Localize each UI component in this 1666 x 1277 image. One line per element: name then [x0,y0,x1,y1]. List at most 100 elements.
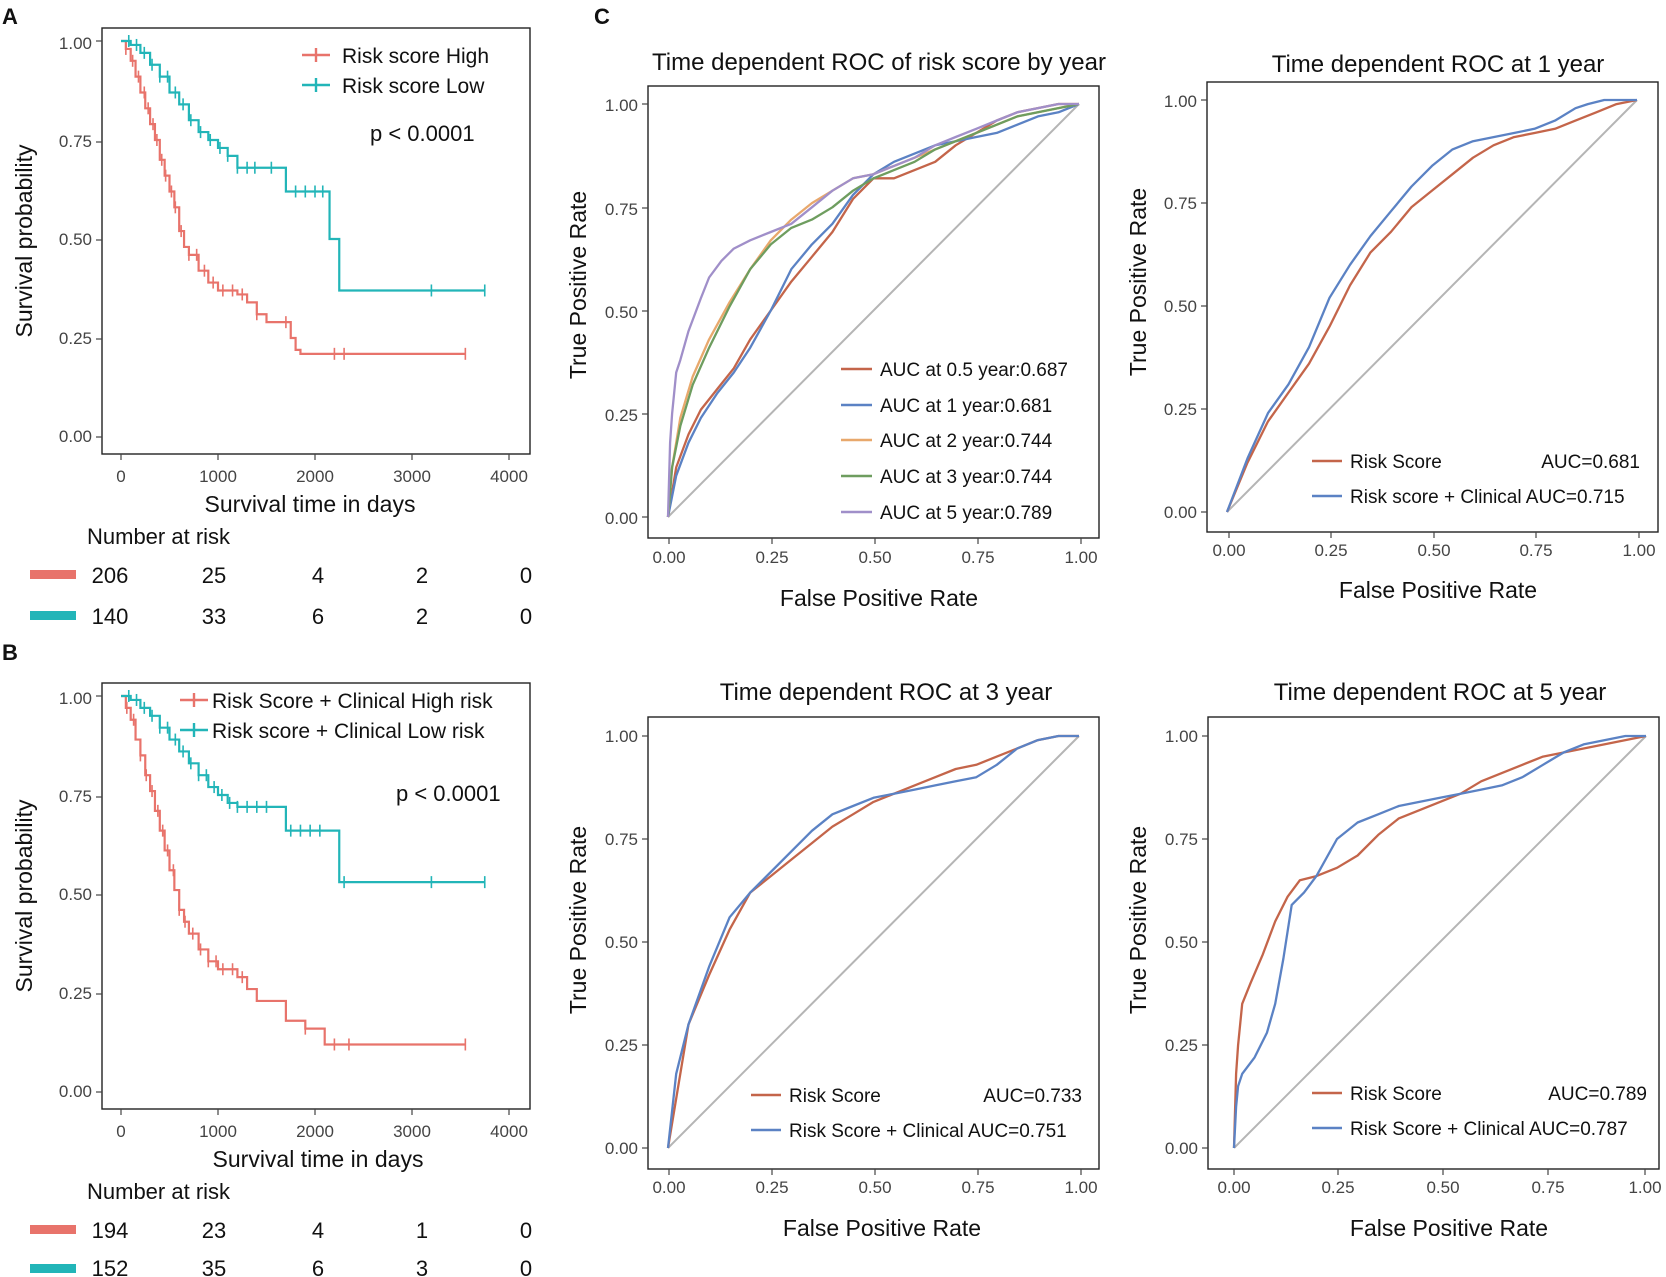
roc-3-xtick: 0.75 [1531,1178,1564,1197]
roc-3-ytick: 0.75 [1165,830,1198,849]
roc-0-ytick: 0.00 [605,509,638,528]
roc-1-legend: Risk Score AUC=0.681 Risk score + Clinic… [1312,452,1640,508]
risk-count: 2 [416,604,428,629]
km-b-xtick: 0 [116,1122,125,1141]
roc-0-legend: AUC at 0.5 year:0.687 AUC at 1 year:0.68… [841,360,1068,524]
km-a-xtick: 3000 [393,467,431,486]
risk-count: 194 [92,1218,129,1243]
risk-count: 0 [520,1256,532,1277]
p-value: p < 0.0001 [396,781,501,806]
roc-0-ytick: 0.25 [605,406,638,425]
roc-1-ytick: 0.25 [1164,400,1197,419]
risk-count: 25 [202,563,226,588]
km-b-ytick: 0.00 [59,1082,92,1101]
risk-count: 35 [202,1256,226,1277]
km-curve-low [121,694,485,884]
roc-1-chance-line [1226,99,1638,513]
roc-1-ytick: 0.50 [1164,297,1197,316]
risk-count: 3 [416,1256,428,1277]
legend-label: Risk Score [789,1086,881,1107]
km-a-ylabel: Survival probability [11,144,37,338]
km-a-xtick: 4000 [490,467,528,486]
p-value: p < 0.0001 [370,121,475,146]
roc-curve-rsc [1232,734,1646,1149]
roc-1-xtick: 1.00 [1622,541,1655,560]
roc-3-ytick: 1.00 [1165,727,1198,746]
risk-count: 2 [416,563,428,588]
km-b-ytick: 0.50 [59,885,92,904]
roc-2-frame [647,716,1100,1170]
roc-0-ytick: 0.50 [605,303,638,322]
roc-3-ylabel: True Positive Rate [1125,826,1151,1014]
legend-label: AUC at 1 year:0.681 [880,396,1052,417]
km-b-xtick: 2000 [296,1122,334,1141]
km-a-legend: Risk score High Risk score Low [302,45,489,98]
legend-label: AUC at 5 year:0.789 [880,503,1052,524]
roc-1-frame [1206,81,1659,533]
risk-count: 0 [520,1218,532,1243]
roc-0-ytick: 0.75 [605,200,638,219]
roc-1-xlabel: False Positive Rate [1339,577,1537,603]
km-b-curves [121,690,486,1051]
risk-count: 0 [520,604,532,629]
risk-count: 140 [92,604,129,629]
risk-count: 33 [202,604,226,629]
km-b-ytick: 0.75 [59,787,92,806]
km-b-ytick: 0.25 [59,984,92,1003]
risk-count: 1 [416,1218,428,1243]
km-a-ytick: 0.75 [59,132,92,151]
legend-label: Risk Score + Clinical AUC=0.751 [789,1121,1067,1142]
roc-1-y-ticks: 0.00 0.25 0.50 0.75 1.00 [1164,92,1197,522]
risk-count: 6 [312,1256,324,1277]
legend-label-high: Risk Score + Clinical High risk [212,690,493,713]
roc-2-xtick: 1.00 [1064,1178,1097,1197]
legend-auc: AUC=0.681 [1541,452,1640,473]
roc-2-ytick: 0.75 [605,830,638,849]
km-b-xtick: 3000 [393,1122,431,1141]
km-b-ytick: 1.00 [59,689,92,708]
legend-label: Risk score + Clinical AUC=0.715 [1350,487,1625,508]
roc-0-ylabel: True Positive Rate [565,191,591,379]
roc-1-curves [1225,98,1638,513]
roc-2-xtick: 0.75 [961,1178,994,1197]
km-a-xlabel: Survival time in days [205,491,416,517]
roc-2-legend: Risk Score AUC=0.733 Risk Score + Clinic… [751,1086,1082,1142]
roc-0-x-ticks: 0.00 0.25 0.50 0.75 1.00 [652,548,1097,567]
legend-label: Risk Score [1350,452,1442,473]
km-a-ytick: 1.00 [59,34,92,53]
panel-label-b: B [2,640,18,665]
roc-2-xtick: 0.25 [755,1178,788,1197]
roc-0-xtick: 0.75 [961,548,994,567]
km-b-xlabel: Survival time in days [213,1146,424,1172]
risk-count: 0 [520,563,532,588]
risk-table-b: 194 23 4 1 0 152 35 6 3 0 [30,1218,532,1277]
roc-3-xtick: 0.25 [1321,1178,1354,1197]
km-a-ytick: 0.50 [59,230,92,249]
roc-2-xtick: 0.00 [652,1178,685,1197]
roc-1-xtick: 0.25 [1314,541,1347,560]
risk-table-title: Number at risk [87,1179,231,1204]
roc-1-ytick: 1.00 [1164,92,1197,111]
km-b-x-ticks: 0 1000 2000 3000 4000 [116,1122,528,1141]
risk-count: 152 [92,1256,129,1277]
roc-plot-by-year: 0.00 0.25 0.50 0.75 1.00 0.00 0.25 0.50 … [605,85,1100,567]
roc-2-ytick: 0.00 [605,1139,638,1158]
km-a-x-ticks: 0 1000 2000 3000 4000 [116,467,528,486]
roc-3-curves [1232,734,1647,1149]
roc-0-y-ticks: 0.00 0.25 0.50 0.75 1.00 [605,96,638,528]
roc-0-xtick: 1.00 [1064,548,1097,567]
risk-count: 4 [312,563,324,588]
roc-curve-y1 [666,102,1080,518]
roc-3-ytick: 0.50 [1165,933,1198,952]
legend-label: AUC at 3 year:0.744 [880,467,1053,488]
risk-count: 4 [312,1218,324,1243]
roc-1-xtick: 0.75 [1519,541,1552,560]
roc-curve-rsc [1225,98,1637,513]
roc-2-xlabel: False Positive Rate [783,1215,981,1241]
roc-0-xtick: 0.25 [755,548,788,567]
roc-1-ytick: 0.00 [1164,503,1197,522]
km-a-ytick: 0.00 [59,427,92,446]
risk-count: 6 [312,604,324,629]
km-b-legend: Risk Score + Clinical High risk Risk sco… [180,690,493,743]
